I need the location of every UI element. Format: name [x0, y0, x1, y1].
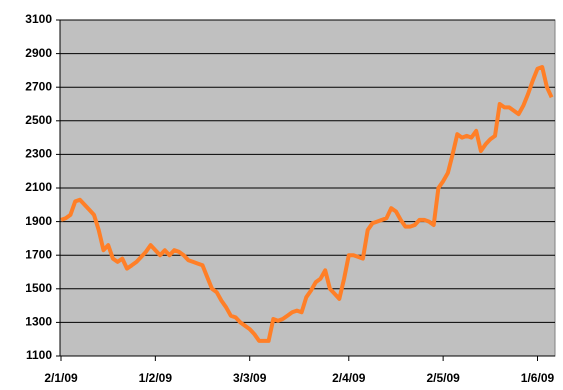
- y-tick-label: 1900: [25, 214, 52, 228]
- x-tick-label: 2/1/09: [44, 371, 78, 385]
- data-line: [60, 65, 554, 343]
- x-tick-label: 2/5/09: [426, 371, 460, 385]
- y-tick-label: 2100: [25, 180, 52, 194]
- y-tick-label: 1700: [25, 247, 52, 261]
- x-tick-label: 1/6/09: [521, 371, 555, 385]
- y-tick-label: 2700: [25, 79, 52, 93]
- x-tick-label: 3/3/09: [233, 371, 267, 385]
- y-tick-label: 3100: [25, 12, 52, 26]
- y-tick-label: 2300: [25, 147, 52, 161]
- y-tick-label: 1300: [25, 315, 52, 329]
- y-tick-label: 1100: [26, 348, 52, 362]
- x-tick-label: 1/2/09: [139, 371, 173, 385]
- y-tick-label: 2500: [25, 113, 52, 127]
- x-tick-label: 2/4/09: [332, 371, 366, 385]
- y-tick-label: 2900: [25, 46, 52, 60]
- y-tick-label: 1500: [25, 281, 52, 295]
